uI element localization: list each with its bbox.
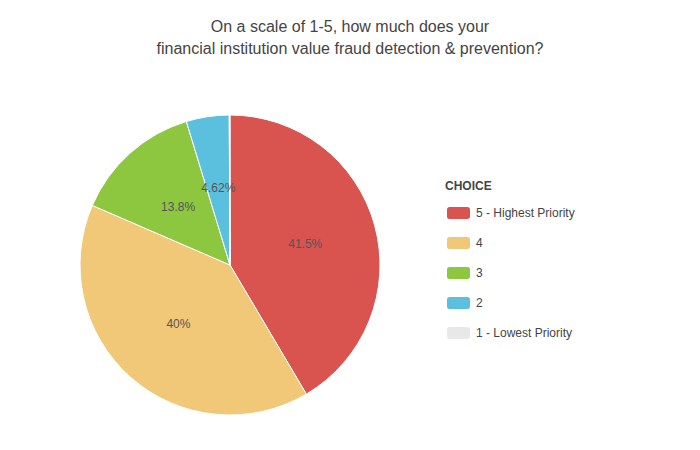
svg-text:On a scale of 1-5, how much do: On a scale of 1-5, how much does your — [211, 18, 490, 35]
svg-text:2: 2 — [476, 296, 483, 310]
svg-text:5 - Highest Priority: 5 - Highest Priority — [476, 206, 575, 220]
svg-text:3: 3 — [476, 266, 483, 280]
svg-text:40%: 40% — [166, 317, 190, 331]
svg-text:financial institution value fr: financial institution value fraud detect… — [157, 40, 544, 57]
svg-text:13.8%: 13.8% — [161, 200, 195, 214]
svg-text:4.62%: 4.62% — [201, 181, 235, 195]
svg-text:4: 4 — [476, 236, 483, 250]
svg-text:1 - Lowest Priority: 1 - Lowest Priority — [476, 326, 572, 340]
svg-text:41.5%: 41.5% — [288, 237, 322, 251]
svg-text:CHOICE: CHOICE — [445, 179, 492, 193]
